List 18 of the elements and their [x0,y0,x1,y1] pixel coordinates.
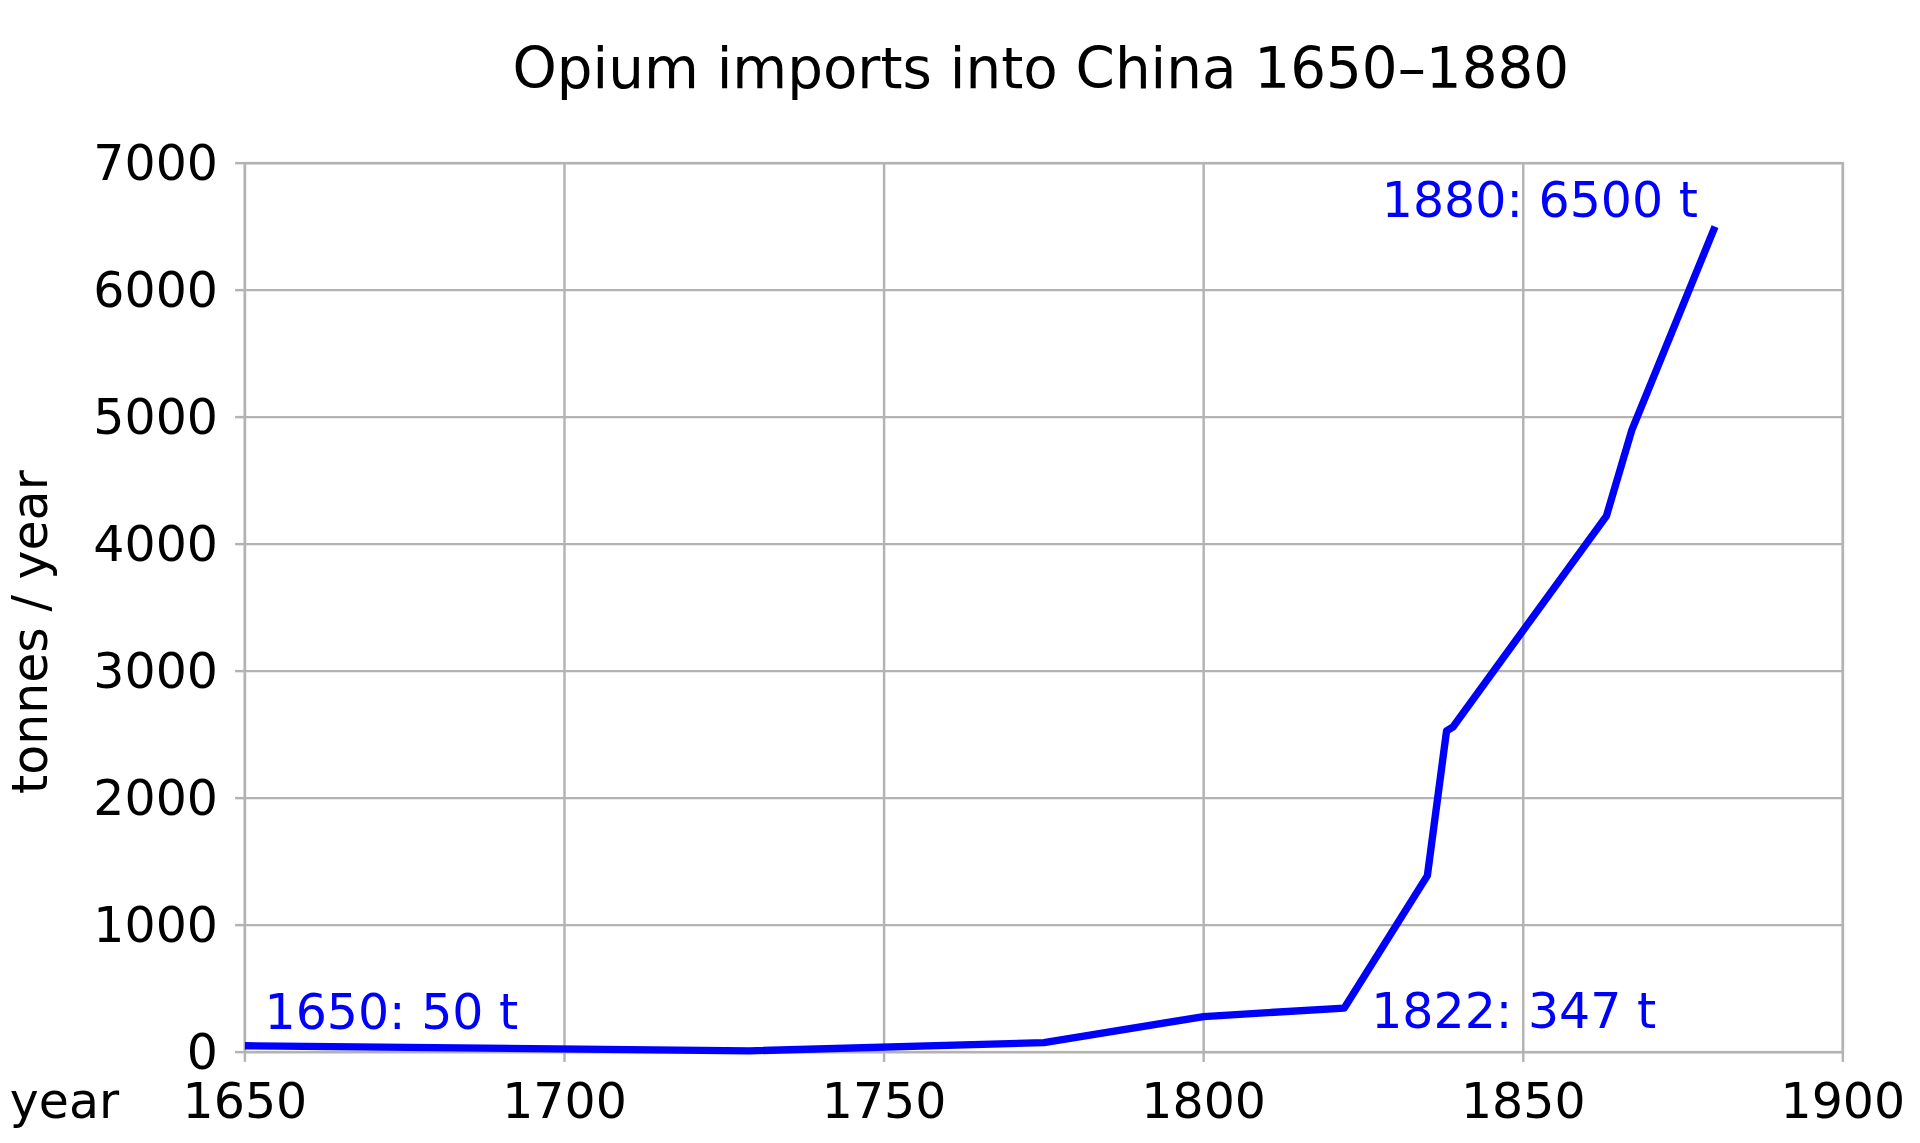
x-tick-label: 1800 [1141,1073,1266,1131]
x-axis-title: year [9,1073,120,1131]
y-tick-label: 5000 [93,389,218,447]
x-tick-label: 1750 [821,1073,947,1131]
chart-title: Opium imports into China 1650–1880 [512,36,1570,102]
annotation: 1880: 6500 t [1381,171,1698,229]
y-tick-label: 7000 [93,135,218,193]
y-tick-label: 4000 [93,516,218,574]
y-tick-label: 3000 [93,643,218,701]
x-tick-label: 1700 [502,1073,627,1131]
annotation: 1650: 50 t [264,983,519,1041]
y-tick-label: 6000 [93,262,218,320]
x-tick-label: 1900 [1780,1073,1906,1131]
annotation: 1822: 347 t [1371,982,1657,1040]
y-tick-label: 2000 [93,770,218,828]
y-tick-label: 1000 [93,897,218,955]
y-axis-title: tonnes / year [1,469,59,794]
x-tick-label: 1850 [1460,1073,1586,1131]
